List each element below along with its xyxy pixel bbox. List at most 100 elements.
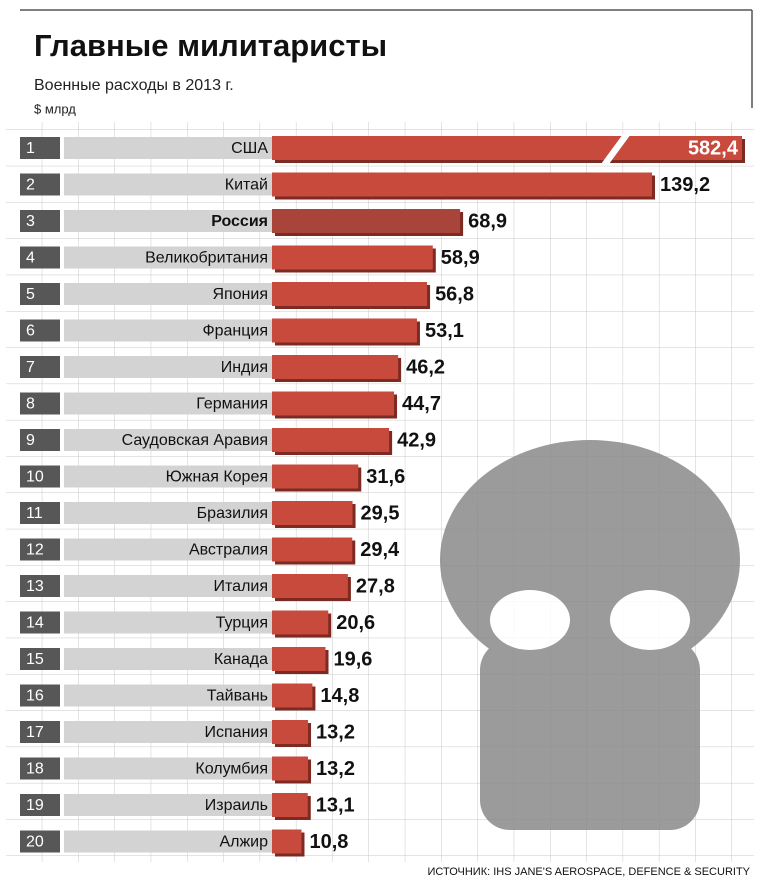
bar bbox=[272, 136, 742, 160]
rank-label: 10 bbox=[26, 469, 44, 486]
label-band bbox=[64, 830, 272, 853]
label-band bbox=[64, 794, 272, 816]
rank-label: 20 bbox=[26, 834, 44, 851]
value-label: 44,7 bbox=[402, 393, 441, 415]
value-label: 27,8 bbox=[356, 575, 395, 597]
frame bbox=[20, 9, 753, 108]
label-band bbox=[64, 648, 272, 670]
bar bbox=[272, 720, 309, 744]
rank-label: 2 bbox=[26, 177, 35, 194]
value-label: 10,8 bbox=[309, 831, 348, 853]
rank-box bbox=[20, 392, 60, 415]
category-label: Индия bbox=[221, 359, 268, 376]
rank-label: 17 bbox=[26, 724, 44, 741]
bar bbox=[272, 318, 417, 343]
rank-box bbox=[20, 173, 60, 196]
category-label: Германия bbox=[196, 396, 268, 413]
rank-box bbox=[20, 611, 60, 634]
chart-title: Главные милитаристы bbox=[34, 28, 387, 63]
rank-label: 5 bbox=[26, 286, 35, 303]
rank-box bbox=[20, 757, 60, 780]
category-label: Австралия bbox=[189, 542, 268, 559]
value-label: 29,4 bbox=[360, 539, 400, 561]
category-label: Израиль bbox=[205, 797, 268, 814]
bar bbox=[272, 574, 348, 598]
category-label: Китай bbox=[225, 177, 268, 194]
bar bbox=[272, 391, 395, 416]
rank-label: 16 bbox=[26, 688, 44, 705]
label-band bbox=[64, 392, 272, 415]
category-label: Италия bbox=[214, 578, 268, 595]
label-band bbox=[64, 757, 272, 780]
rank-box bbox=[20, 283, 60, 305]
rank-label: 3 bbox=[26, 213, 35, 230]
bar bbox=[272, 537, 353, 562]
rank-label: 7 bbox=[26, 359, 35, 376]
bar bbox=[272, 464, 359, 489]
bar-break bbox=[601, 134, 631, 164]
rank-label: 15 bbox=[26, 651, 44, 668]
category-label: Тайвань bbox=[207, 688, 268, 705]
value-label: 582,4 bbox=[688, 137, 739, 159]
rank-box bbox=[20, 319, 60, 342]
rank-box bbox=[20, 830, 60, 853]
rank-box bbox=[20, 210, 60, 232]
category-label: Канада bbox=[214, 651, 268, 668]
rank-box bbox=[20, 356, 60, 378]
category-label: Испания bbox=[205, 724, 269, 741]
label-band bbox=[64, 575, 272, 597]
bar bbox=[272, 647, 326, 671]
value-label: 139,2 bbox=[660, 174, 710, 196]
value-label: 13,2 bbox=[316, 758, 355, 780]
bar bbox=[272, 501, 353, 525]
value-label: 13,2 bbox=[316, 721, 355, 743]
bar bbox=[272, 829, 302, 854]
skull-decoration bbox=[440, 440, 740, 830]
value-label: 42,9 bbox=[397, 429, 436, 451]
rank-box bbox=[20, 429, 60, 451]
label-band bbox=[64, 429, 272, 451]
category-label: США bbox=[231, 140, 268, 157]
rank-box bbox=[20, 684, 60, 707]
rank-label: 14 bbox=[26, 615, 44, 632]
bar bbox=[272, 793, 308, 817]
bar bbox=[272, 428, 390, 452]
category-label: Колумбия bbox=[195, 761, 268, 778]
rank-box bbox=[20, 538, 60, 561]
category-label: Южная Корея bbox=[166, 469, 268, 486]
label-band bbox=[64, 538, 272, 561]
category-label: Россия bbox=[211, 213, 268, 230]
rank-box bbox=[20, 246, 60, 269]
label-band bbox=[64, 465, 272, 488]
rank-box bbox=[20, 721, 60, 743]
rank-box bbox=[20, 137, 60, 159]
rank-box bbox=[20, 794, 60, 816]
rank-label: 11 bbox=[26, 505, 43, 522]
value-label: 31,6 bbox=[366, 466, 405, 488]
bar bbox=[272, 355, 399, 379]
source: ИСТОЧНИК: IHS JANE'S AEROSPACE, DEFENCE … bbox=[427, 866, 750, 878]
unit-label: $ млрд bbox=[34, 101, 76, 116]
value-label: 68,9 bbox=[468, 210, 507, 232]
rank-label: 13 bbox=[26, 578, 44, 595]
bar bbox=[272, 172, 653, 197]
category-label: Алжир bbox=[219, 834, 268, 851]
value-label: 14,8 bbox=[320, 685, 359, 707]
rank-label: 6 bbox=[26, 323, 35, 340]
rank-label: 1 bbox=[26, 140, 35, 157]
label-band bbox=[64, 283, 272, 305]
label-band bbox=[64, 137, 272, 159]
bar bbox=[272, 683, 313, 708]
category-label: Турция bbox=[216, 615, 268, 632]
category-label: Бразилия bbox=[197, 505, 268, 522]
rank-label: 4 bbox=[26, 250, 35, 267]
value-label: 56,8 bbox=[435, 283, 474, 305]
bar bbox=[272, 209, 461, 233]
label-band bbox=[64, 502, 272, 524]
rank-label: 9 bbox=[26, 432, 35, 449]
value-label: 29,5 bbox=[361, 502, 400, 524]
bar bbox=[272, 245, 433, 270]
label-band bbox=[64, 356, 272, 378]
bar bbox=[272, 282, 428, 306]
rank-label: 8 bbox=[26, 396, 35, 413]
